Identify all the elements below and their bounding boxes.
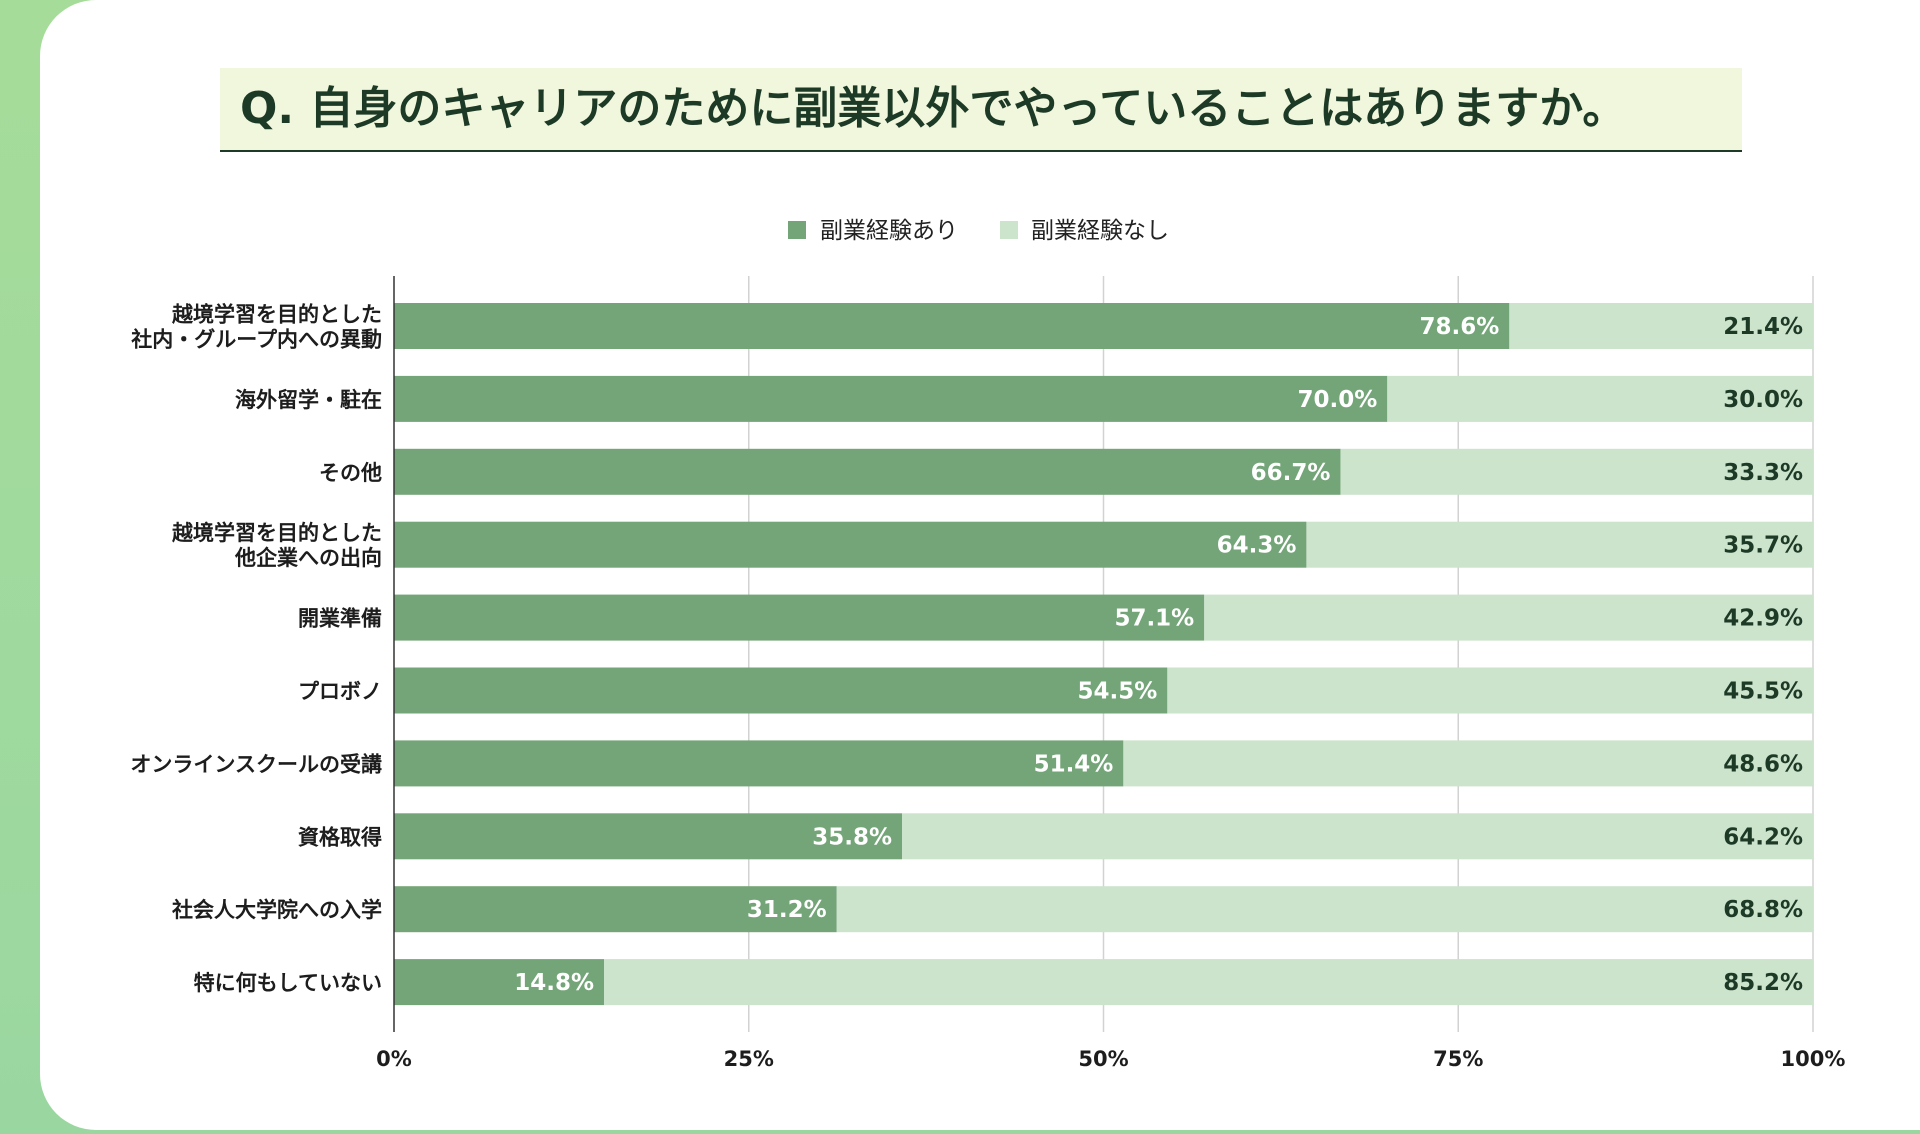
data-label-with-experience: 14.8% (514, 970, 594, 996)
bar-segment-with-experience (394, 886, 837, 933)
data-label-with-experience: 54.5% (1078, 679, 1158, 705)
data-label-without-experience: 48.6% (1723, 751, 1803, 777)
category-label: 越境学習を目的とした他企業への出向 (171, 521, 382, 570)
bar-segment-with-experience (394, 375, 1388, 422)
bar-segment-with-experience (394, 740, 1124, 787)
data-label-without-experience: 30.0% (1723, 387, 1803, 413)
data-label-with-experience: 31.2% (747, 897, 827, 923)
bar-segment-without-experience (1167, 667, 1813, 714)
data-label-with-experience: 51.4% (1034, 751, 1114, 777)
data-label-without-experience: 64.2% (1723, 824, 1803, 850)
bar-segment-with-experience (394, 594, 1205, 641)
data-label-without-experience: 33.3% (1723, 460, 1803, 486)
data-label-without-experience: 35.7% (1723, 533, 1803, 559)
x-tick-label: 0% (376, 1047, 412, 1071)
x-tick-label: 75% (1433, 1047, 1483, 1071)
category-label: 特に何もしていない (194, 971, 382, 995)
legend-label-without-experience: 副業経験なし (1031, 218, 1169, 244)
data-label-without-experience: 85.2% (1723, 970, 1803, 996)
bar-segment-without-experience (1306, 521, 1813, 568)
question-title: Q. 自身のキャリアのために副業以外でやっていることはありますか。 (240, 83, 1627, 134)
bar-segment-without-experience (1204, 594, 1813, 641)
data-label-without-experience: 21.4% (1723, 314, 1803, 340)
x-tick-label: 50% (1078, 1047, 1128, 1071)
x-tick-label: 100% (1781, 1047, 1846, 1071)
data-label-with-experience: 78.6% (1420, 314, 1500, 340)
bar-segment-without-experience (604, 959, 1814, 1006)
data-label-with-experience: 70.0% (1298, 387, 1378, 413)
category-label: 越境学習を目的とした社内・グループ内への異動 (130, 303, 382, 352)
data-label-without-experience: 68.8% (1723, 897, 1803, 923)
bar-segment-with-experience (394, 303, 1510, 349)
bar-segment-without-experience (902, 813, 1813, 860)
legend-label-with-experience: 副業経験あり (820, 218, 958, 244)
bar-segment-without-experience (1340, 448, 1813, 495)
bar-segment-with-experience (394, 959, 605, 1006)
bar-segment-without-experience (1123, 740, 1813, 787)
question-title-box: Q. 自身のキャリアのために副業以外でやっていることはありますか。 (220, 68, 1742, 152)
category-label: その他 (319, 461, 382, 485)
bar-segment-without-experience (836, 886, 1813, 933)
category-label: 開業準備 (298, 607, 382, 631)
category-label: 資格取得 (298, 825, 382, 849)
bar-segment-without-experience (1387, 375, 1813, 422)
data-label-with-experience: 64.3% (1217, 533, 1297, 559)
data-label-with-experience: 35.8% (812, 824, 892, 850)
category-label: オンラインスクールの受講 (130, 752, 382, 776)
legend-swatch-with-experience (788, 221, 806, 239)
bar-segment-with-experience (394, 448, 1341, 495)
bar-segment-with-experience (394, 813, 903, 860)
legend-swatch-without-experience (1000, 221, 1018, 239)
x-tick-label: 25% (724, 1047, 774, 1071)
data-label-without-experience: 42.9% (1723, 606, 1803, 632)
data-label-with-experience: 57.1% (1114, 606, 1194, 632)
category-label: 社会人大学院への入学 (171, 898, 382, 922)
category-label: プロボノ (298, 680, 382, 704)
bar-segment-with-experience (394, 667, 1168, 714)
data-label-without-experience: 45.5% (1723, 679, 1803, 705)
bar-segment-with-experience (394, 521, 1307, 568)
category-label: 海外留学・駐在 (235, 388, 382, 412)
data-label-with-experience: 66.7% (1251, 460, 1331, 486)
bar-segment-without-experience (1509, 303, 1813, 349)
